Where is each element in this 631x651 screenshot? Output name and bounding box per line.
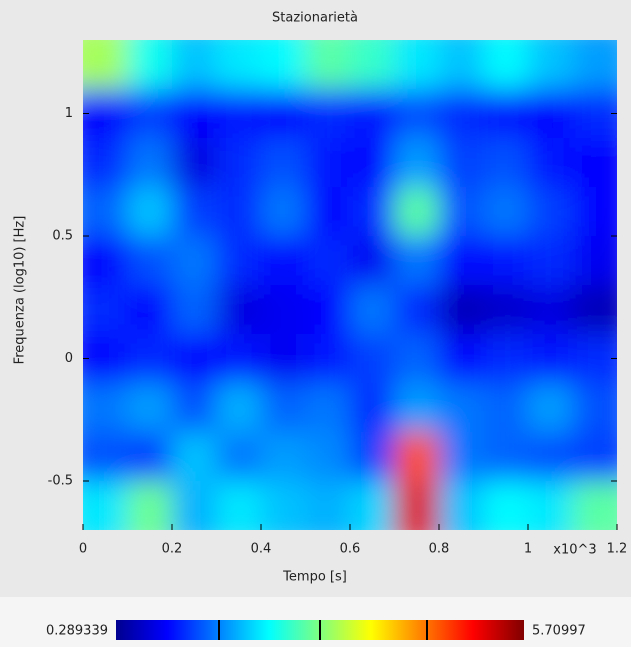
heat-cell	[306, 334, 351, 384]
heat-cell	[128, 334, 173, 384]
heat-cell	[217, 285, 262, 335]
x-tick-label: 1.2	[607, 542, 628, 557]
heat-cell	[528, 187, 573, 237]
heat-cell	[350, 432, 395, 482]
y-tick-label: 0.5	[52, 229, 73, 244]
y-axis-label: Frequenza (log10) [Hz]	[13, 216, 28, 365]
annotation: x10^3	[553, 543, 596, 558]
heat-cell	[528, 432, 573, 482]
heat-cell	[395, 236, 440, 286]
heat-cell	[484, 236, 529, 286]
heat-cell	[261, 138, 306, 188]
heat-cell	[350, 187, 395, 237]
x-tick-label: 0.8	[429, 542, 450, 557]
heat-cell	[350, 334, 395, 384]
heat-cell	[484, 334, 529, 384]
y-tick-label: -0.5	[48, 474, 73, 489]
heat-cell	[306, 187, 351, 237]
heat-cell	[528, 334, 573, 384]
heat-cell	[395, 187, 440, 237]
heat-cell	[395, 285, 440, 335]
heat-cell	[439, 285, 484, 335]
heat-cell	[172, 432, 217, 482]
heat-cell	[261, 285, 306, 335]
heat-cell	[395, 89, 440, 139]
heat-cell	[261, 89, 306, 139]
heat-cell	[172, 138, 217, 188]
heat-cell	[528, 383, 573, 433]
heat-cell	[261, 334, 306, 384]
heat-cell	[484, 187, 529, 237]
heat-cell	[350, 89, 395, 139]
heat-cell	[261, 236, 306, 286]
heat-cell	[395, 383, 440, 433]
heat-cell	[217, 138, 262, 188]
heat-cell	[439, 432, 484, 482]
heat-cell	[484, 383, 529, 433]
heat-cell	[306, 432, 351, 482]
heat-cell	[484, 432, 529, 482]
y-tick-label: 1	[65, 106, 73, 121]
heat-cell	[439, 138, 484, 188]
heat-cell	[261, 187, 306, 237]
heat-cell	[172, 236, 217, 286]
heat-cell	[395, 138, 440, 188]
heat-cell	[350, 138, 395, 188]
heat-cell	[484, 89, 529, 139]
heat-cell	[350, 285, 395, 335]
x-tick-label: 0.6	[340, 542, 361, 557]
heat-cell	[306, 138, 351, 188]
heat-cell	[217, 236, 262, 286]
heat-cell	[172, 89, 217, 139]
heat-cell	[128, 285, 173, 335]
heat-cell	[528, 89, 573, 139]
heat-cell	[217, 89, 262, 139]
heat-cell	[306, 285, 351, 335]
heat-cell	[439, 236, 484, 286]
heat-cell	[350, 383, 395, 433]
heat-cell	[217, 334, 262, 384]
heat-cell	[528, 285, 573, 335]
heatmap	[67, 24, 631, 547]
heat-cell	[484, 138, 529, 188]
heat-cell	[128, 383, 173, 433]
heat-cell	[306, 383, 351, 433]
heat-cell	[217, 187, 262, 237]
heat-cell	[128, 138, 173, 188]
heat-cell	[439, 334, 484, 384]
heat-cell	[128, 89, 173, 139]
heat-cell	[217, 432, 262, 482]
heat-cell	[350, 236, 395, 286]
heat-cell	[528, 138, 573, 188]
heat-cell	[128, 236, 173, 286]
heat-cell	[484, 285, 529, 335]
heat-cell	[439, 89, 484, 139]
heat-cell	[528, 236, 573, 286]
x-tick-label: 0	[79, 542, 87, 557]
heat-cell	[172, 285, 217, 335]
x-axis-label: Tempo [s]	[282, 570, 347, 585]
heat-cell	[217, 383, 262, 433]
heat-cell	[172, 334, 217, 384]
x-tick-label: 0.4	[251, 542, 272, 557]
heat-cell	[395, 432, 440, 482]
x-tick-label: 1	[524, 542, 532, 557]
heat-cell	[395, 334, 440, 384]
heat-cell	[172, 383, 217, 433]
heat-cell	[439, 187, 484, 237]
heat-cell	[128, 187, 173, 237]
colorbar-max: 5.70997	[532, 624, 586, 639]
heat-cell	[439, 383, 484, 433]
heat-cell	[172, 187, 217, 237]
x-tick-label: 0.2	[162, 542, 183, 557]
heat-cell	[128, 432, 173, 482]
heat-cell	[261, 432, 306, 482]
heat-cell	[306, 89, 351, 139]
heat-cell	[306, 236, 351, 286]
y-tick-label: 0	[65, 351, 73, 366]
colorbar-min: 0.289339	[46, 624, 108, 639]
heat-cell	[261, 383, 306, 433]
chart-title: Stazionarietà	[272, 11, 358, 26]
